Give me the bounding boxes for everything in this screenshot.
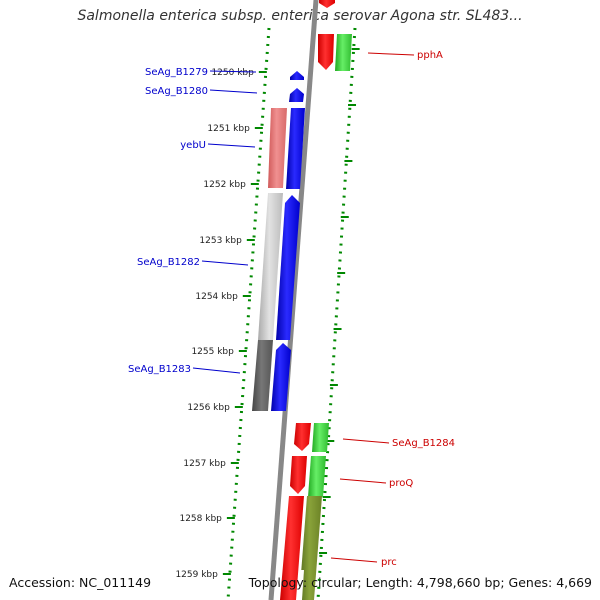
feature-SeAg_B1283-darkgray[interactable]	[252, 340, 273, 411]
feature-SeAg_B1284-reverse[interactable]	[294, 423, 311, 451]
feature-prc-reverse[interactable]	[280, 496, 304, 600]
gene-leader-line	[330, 557, 378, 563]
feature-proQ-reverse[interactable]	[290, 456, 307, 494]
gene-label-prc[interactable]: prc	[381, 557, 397, 568]
feature-pphA-cds[interactable]	[335, 34, 352, 71]
gene-label-SeAg_B1280[interactable]: SeAg_B1280	[145, 86, 208, 97]
gene-leader-line	[209, 70, 257, 73]
gene-leader-line	[339, 478, 387, 484]
feature-SeAg_B1283[interactable]	[271, 343, 291, 411]
outer-ruler-guide	[316, 27, 357, 600]
tick-label: 1257 kbp	[183, 459, 226, 469]
feature-prc-olive[interactable]	[299, 496, 322, 600]
feature-white-bottom	[298, 570, 304, 600]
feature-SeAg_B1280[interactable]	[289, 88, 304, 102]
feature-yebU[interactable]	[286, 108, 305, 189]
tick-group: 1250 kbp 1251 kbp 1252 kbp 1253 kbp 1254 kbp…	[175, 48, 360, 580]
gene-label-proQ[interactable]: proQ	[389, 478, 413, 489]
genome-backbone	[268, 0, 319, 600]
tick-label: 1251 kbp	[207, 124, 250, 134]
gene-label-yebU[interactable]: yebU	[180, 140, 206, 151]
tick-label: 1259 kbp	[175, 570, 218, 580]
tick-label: 1254 kbp	[195, 292, 238, 302]
gene-label-SeAg_B1284[interactable]: SeAg_B1284	[392, 438, 455, 449]
gene-leader-line	[209, 89, 258, 94]
topology-summary: Topology: circular; Length: 4,798,660 bp…	[248, 575, 592, 590]
tick-label: 1258 kbp	[179, 514, 222, 524]
feature-SeAg_B1282[interactable]	[276, 195, 300, 340]
gene-label-SeAg_B1282[interactable]: SeAg_B1282	[137, 257, 200, 268]
gene-label-pphA[interactable]: pphA	[417, 50, 443, 61]
accession-label: Accession: NC_011149	[9, 575, 152, 590]
gene-leader-line	[201, 260, 249, 266]
feature-SeAg_B1282-gray[interactable]	[258, 193, 283, 340]
tick-label: 1252 kbp	[203, 180, 246, 190]
gene-leader-line	[192, 367, 241, 374]
map-title: Salmonella enterica subsp. enterica sero…	[77, 8, 523, 24]
feature-proQ-cds[interactable]	[308, 456, 326, 497]
right-gene-labels: pphA SeAg_B1284 proQ prc	[330, 50, 455, 568]
gene-label-SeAg_B1283[interactable]: SeAg_B1283	[128, 364, 191, 375]
feature-SeAg_B1284-cds[interactable]	[312, 423, 329, 452]
tick-label: 1253 kbp	[199, 236, 242, 246]
feature-SeAg_B1279[interactable]	[290, 71, 304, 80]
gene-leader-line	[342, 438, 390, 444]
tick-label: 1256 kbp	[187, 403, 230, 413]
left-gene-labels: SeAg_B1279 SeAg_B1280 yebU SeAg_B1282 SeAg_B…	[128, 67, 258, 375]
feature-red-top-partial[interactable]	[319, 0, 335, 8]
tick-label: 1255 kbp	[191, 347, 234, 357]
feature-pphA-reverse[interactable]	[318, 34, 334, 70]
feature-yebU-pink[interactable]	[268, 108, 287, 188]
tick-label: 1250 kbp	[211, 68, 254, 78]
gene-leader-line	[367, 52, 415, 56]
gene-leader-line	[207, 143, 256, 148]
gene-label-SeAg_B1279[interactable]: SeAg_B1279	[145, 67, 208, 78]
